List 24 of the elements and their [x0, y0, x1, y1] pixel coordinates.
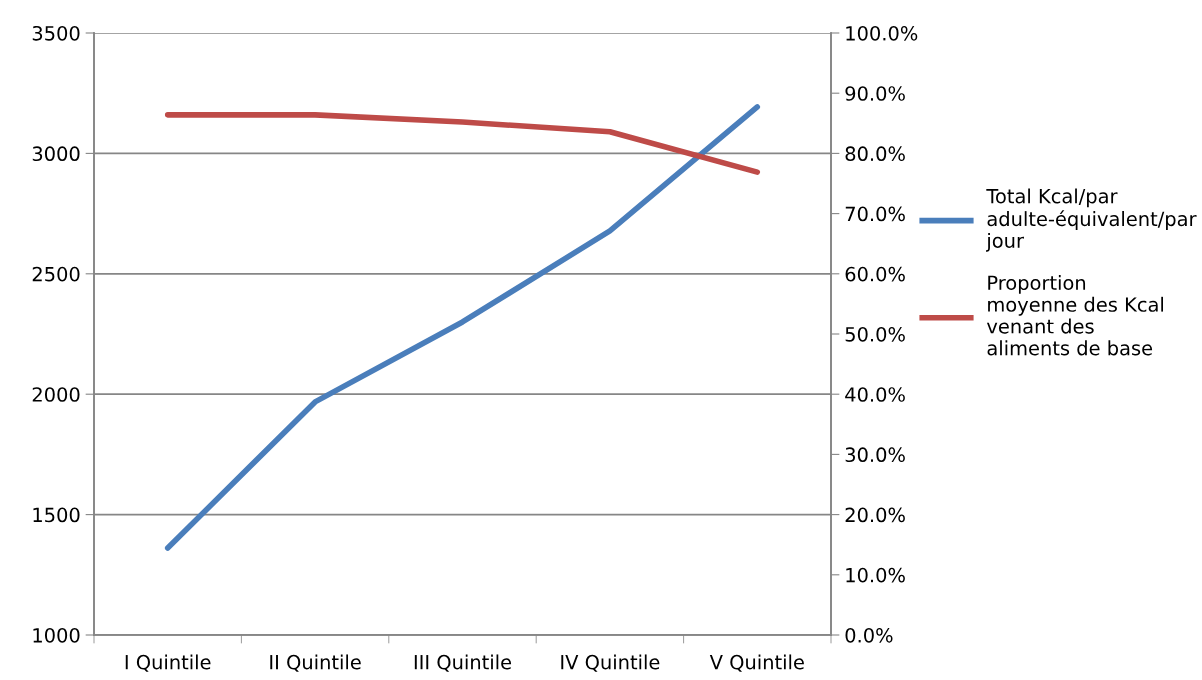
y-tick-label: 1500 [33, 507, 80, 523]
y2-tick-label: 60.0% [845, 266, 905, 282]
y2-tick-label: 10.0% [846, 567, 905, 583]
y2-tick-label: 0.0% [845, 627, 893, 643]
x-tick-label: V Quintile [709, 654, 804, 672]
x-tick-label: I Quintile [125, 654, 211, 672]
y2-tick-label: 50.0% [845, 326, 905, 342]
x-tick-label: III Quintile [414, 654, 512, 672]
y2-tick-label: 70.0% [845, 206, 905, 222]
y2-tick-label: 40.0% [845, 387, 905, 402]
y2-tick-label: 80.0% [845, 146, 905, 162]
y2-tick-label: 30.0% [845, 447, 905, 463]
legend-label: Proportion moyenne des Kcal venant des aliments de base [986, 275, 1164, 356]
x-tick-label: II Quintile [270, 654, 361, 672]
y-tick-label: 2000 [32, 387, 80, 402]
y-tick-label: 3000 [32, 146, 80, 162]
y-tick-label: 1000 [33, 627, 80, 643]
y-tick-label: 3500 [32, 25, 80, 41]
y-tick-label: 2500 [32, 266, 80, 282]
y2-tick-label: 100.0% [846, 25, 918, 41]
y2-tick-label: 90.0% [845, 86, 905, 101]
x-tick-label: IV Quintile [561, 654, 660, 672]
y2-tick-label: 20.0% [845, 507, 905, 523]
legend-label: Total Kcal/par adulte-équivalent/par jour [986, 188, 1197, 252]
